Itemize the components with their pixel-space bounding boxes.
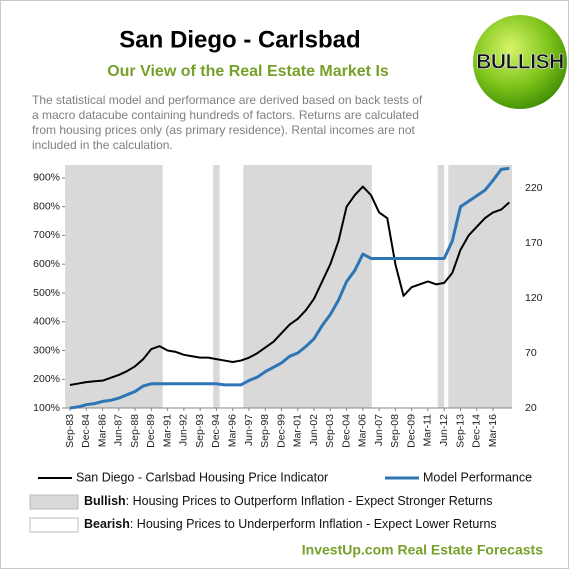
y2-tick-label: 20 [525, 402, 537, 414]
x-tick-label: Dec-94 [210, 414, 222, 448]
description-line: from housing prices only (as primary res… [32, 123, 415, 137]
y-tick-label: 600% [33, 258, 60, 270]
footer: InvestUp.com Real Estate Forecasts [302, 542, 543, 558]
x-tick-label: Sep-13 [454, 414, 466, 448]
chart-title: San Diego - Carlsbad [119, 26, 360, 53]
y-tick-label: 900% [33, 172, 60, 184]
x-tick-label: Jun-92 [178, 414, 190, 446]
x-tick-label: Jun-02 [308, 414, 320, 446]
x-tick-label: Jun-12 [438, 414, 450, 446]
region-band [437, 165, 445, 408]
badge-circle [473, 15, 567, 109]
x-tick-label: Sep-93 [194, 414, 206, 448]
x-tick-label: Jun-97 [243, 414, 255, 446]
x-tick-label: Sep-08 [389, 414, 401, 448]
legend-name: Bullish [84, 494, 126, 508]
legend-swatch [29, 494, 79, 510]
badge-text: BULLISH [476, 51, 564, 74]
legend-label: Bullish: Housing Prices to Outperform In… [84, 494, 493, 508]
legend-label: San Diego - Carlsbad Housing Price Indic… [76, 470, 328, 484]
region-band [213, 165, 220, 408]
legend-label: Model Performance [423, 470, 532, 484]
x-tick-label: Sep-98 [259, 414, 271, 448]
region-band [65, 165, 163, 408]
description-line: The statistical model and performance ar… [32, 93, 423, 107]
x-tick-label: Mar-06 [357, 414, 369, 447]
legend-label: Bearish: Housing Prices to Underperform … [84, 517, 497, 531]
legend-name: Bearish [84, 517, 130, 531]
x-tick-label: Mar-16 [487, 414, 499, 447]
y-tick-label: 100% [33, 402, 60, 414]
x-tick-label: Jun-87 [113, 414, 125, 446]
description-line: included in the calculation. [32, 138, 173, 152]
legend-description: : Housing Prices to Outperform Inflation… [126, 494, 493, 508]
y2-tick-label: 170 [525, 237, 543, 249]
legend-description: : Housing Prices to Underperform Inflati… [130, 517, 497, 531]
x-tick-label: Mar-91 [161, 414, 173, 447]
legend-swatch [29, 517, 79, 533]
x-tick-label: Dec-99 [275, 414, 287, 448]
x-tick-label: Dec-14 [471, 414, 483, 448]
x-tick-label: Jun-07 [373, 414, 385, 446]
x-tick-label: Dec-09 [405, 414, 417, 448]
x-tick-label: Mar-96 [226, 414, 238, 447]
series-line [69, 166, 510, 410]
series-line [69, 185, 510, 386]
y-tick-label: 800% [33, 200, 60, 212]
x-tick-label: Dec-89 [145, 414, 157, 448]
x-tick-label: Sep-83 [64, 414, 76, 448]
region-band [448, 165, 512, 408]
y2-tick-label: 220 [525, 182, 543, 194]
x-tick-label: Mar-86 [96, 414, 108, 447]
y-tick-label: 300% [33, 344, 60, 356]
y-tick-label: 400% [33, 316, 60, 328]
x-tick-label: Dec-04 [340, 414, 352, 448]
y-tick-label: 500% [33, 287, 60, 299]
y2-tick-label: 120 [525, 292, 543, 304]
x-tick-label: Mar-01 [292, 414, 304, 447]
x-tick-label: Sep-88 [129, 414, 141, 448]
y-tick-label: 700% [33, 229, 60, 241]
chart-subtitle: Our View of the Real Estate Market Is [107, 63, 389, 80]
region-band [243, 165, 372, 408]
x-tick-label: Mar-11 [422, 414, 434, 447]
x-tick-label: Sep-03 [324, 414, 336, 448]
x-tick-label: Dec-84 [80, 414, 92, 448]
y-tick-label: 200% [33, 373, 60, 385]
y2-tick-label: 70 [525, 347, 537, 359]
description-line: a macro datacube containing hundreds of … [32, 108, 419, 122]
